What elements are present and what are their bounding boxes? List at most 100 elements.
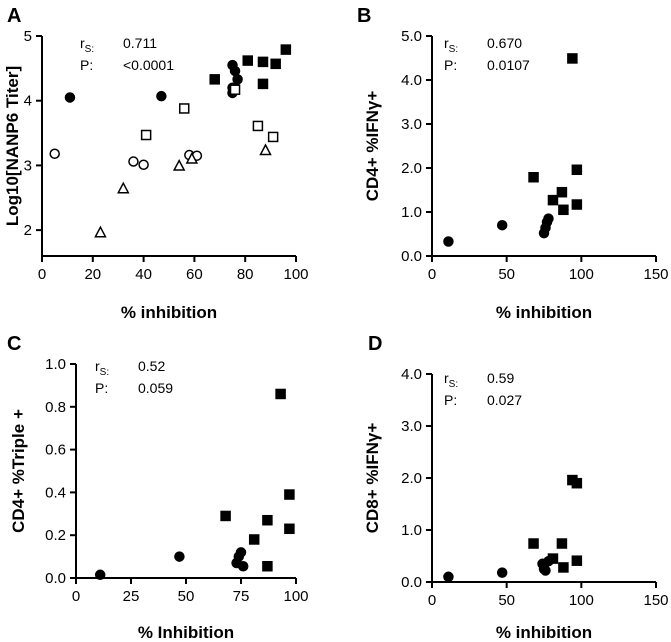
y-tick-label: 2: [24, 222, 32, 239]
y-tick-label: 4.0: [401, 366, 422, 383]
p-value-label: P:: [95, 380, 108, 396]
y-tick-label: 1.0: [401, 522, 422, 539]
x-tick-label: 40: [135, 266, 152, 283]
spearman-r-value: 0.670: [487, 35, 522, 51]
p-value: 0.027: [487, 392, 522, 408]
spearman-r-label: rS:: [80, 35, 94, 55]
filled-square-point: [262, 514, 273, 526]
filled-square-point: [242, 55, 253, 66]
filled-square-point: [571, 555, 583, 566]
x-tick-label: 50: [498, 266, 515, 283]
x-tick-label: 20: [84, 266, 101, 283]
filled-square-point: [528, 538, 539, 549]
spearman-r-value: 0.52: [138, 358, 165, 374]
filled-circle-point: [235, 547, 247, 558]
filled-circle-point: [229, 65, 241, 77]
spearman-r-label: rS:: [444, 35, 458, 55]
filled-square-point: [558, 562, 569, 573]
filled-circle-point: [543, 213, 554, 224]
filled-square-point: [547, 553, 559, 564]
open-square-point: [229, 84, 241, 95]
filled-square-point: [262, 560, 273, 572]
y-tick-label: 1.0: [45, 356, 66, 373]
open-square-point: [178, 103, 190, 114]
y-axis-label: Log10[NANP6 Titer]: [3, 66, 22, 226]
y-tick-label: 0.0: [401, 248, 422, 265]
x-axis-label: % Inhibition: [138, 623, 234, 642]
p-value-label: P:: [444, 392, 457, 408]
x-tick-label: 80: [237, 266, 254, 283]
y-tick-label: 0.2: [45, 527, 66, 544]
y-tick-label: 4: [24, 93, 32, 110]
filled-square-point: [528, 171, 539, 183]
spearman-r-label: rS:: [444, 370, 458, 390]
y-axis-label: CD8+ %IFNγ+: [363, 423, 382, 534]
filled-square-point: [270, 58, 281, 70]
filled-square-point: [556, 538, 568, 549]
p-value: 0.059: [138, 380, 173, 396]
filled-circle-point: [174, 551, 185, 562]
filled-circle-point: [496, 219, 508, 231]
y-tick-label: 4.0: [401, 72, 422, 89]
x-tick-label: 100: [283, 266, 308, 283]
filled-square-point: [567, 53, 578, 64]
filled-circle-point: [156, 90, 167, 102]
filled-square-point: [220, 510, 231, 522]
y-tick-label: 0.8: [45, 399, 66, 416]
filled-square-point: [558, 204, 569, 216]
filled-square-point: [284, 489, 295, 500]
p-value-label: P:: [80, 57, 93, 73]
filled-square-point: [248, 534, 260, 545]
panel-letter: B: [357, 5, 371, 27]
open-triangle-point: [94, 225, 107, 238]
y-axis-label: CD4+ %IFNγ+: [363, 91, 382, 202]
p-value: 0.0107: [487, 57, 530, 73]
filled-square-point: [284, 523, 295, 535]
x-tick-label: 0: [428, 592, 436, 609]
x-tick-label: 0: [38, 266, 46, 283]
open-square-point: [267, 131, 279, 143]
filled-square-point: [280, 44, 292, 55]
open-circle-point: [138, 159, 149, 171]
filled-circle-point: [232, 74, 243, 85]
open-triangle-point: [117, 181, 130, 194]
panel-letter: D: [368, 333, 382, 355]
y-tick-label: 5.0: [401, 28, 422, 45]
x-tick-label: 100: [569, 266, 594, 283]
x-tick-label: 0: [428, 266, 436, 283]
x-tick-label: 25: [123, 588, 140, 605]
filled-square-point: [547, 194, 559, 206]
chart-panel-d: D 0.0 1.0 2.0 3.0 4.0 0 50 100 150 % inhibition CD8…: [363, 333, 669, 642]
filled-square-point: [257, 56, 269, 68]
y-tick-label: 3.0: [401, 116, 422, 133]
y-tick-label: 0.6: [45, 442, 66, 459]
chart-panel-b: B 0.0 1.0 2.0 3.0 4.0 5.0 0 50 100 150 % inhibition…: [357, 5, 669, 322]
x-tick-label: 100: [283, 588, 308, 605]
spearman-r-value: 0.59: [487, 370, 514, 386]
y-tick-label: 0.4: [45, 484, 66, 501]
y-tick-label: 3: [24, 157, 32, 174]
y-tick-label: 1.0: [401, 204, 422, 221]
y-tick-label: 5: [24, 28, 32, 45]
open-triangle-point: [172, 158, 186, 171]
filled-square-point: [209, 74, 220, 85]
spearman-r-value: 0.711: [123, 35, 157, 51]
filled-circle-point: [94, 569, 106, 581]
filled-square-point: [556, 186, 568, 198]
filled-circle-point: [496, 567, 508, 578]
open-square-point: [140, 129, 152, 141]
filled-square-point: [571, 199, 583, 210]
chart-panel-a: A 2 3 4 5 0 20 40 60 80 100 % inhibition Log10[NANP6…: [3, 5, 309, 322]
filled-square-point: [257, 78, 269, 90]
y-tick-label: 0.0: [45, 570, 66, 587]
x-tick-label: 60: [186, 266, 203, 283]
filled-square-point: [275, 388, 286, 400]
y-axis-label: CD4+ %Triple +: [9, 409, 28, 533]
open-circle-point: [128, 156, 139, 167]
spearman-r-label: rS:: [95, 358, 109, 378]
x-axis-label: % inhibition: [496, 303, 592, 322]
open-triangle-point: [259, 143, 272, 156]
filled-circle-point: [64, 92, 76, 103]
x-tick-label: 100: [569, 592, 594, 609]
x-tick-label: 150: [643, 592, 668, 609]
